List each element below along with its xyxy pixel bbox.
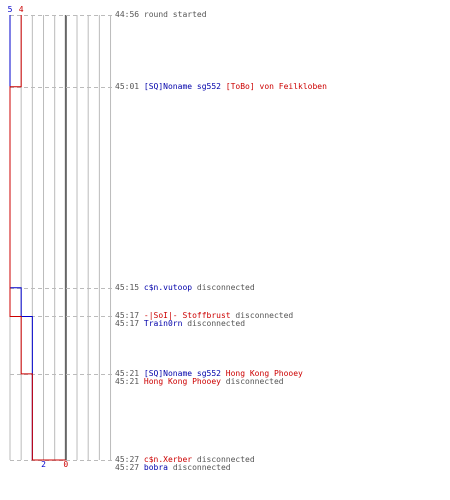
- event-text: disconnected: [168, 463, 231, 472]
- event-text: round started: [143, 10, 207, 19]
- player-name: -|SoI|- Stoffbrust: [143, 311, 231, 320]
- event-row: 45:27 bobra disconnected: [115, 464, 231, 472]
- team-line-0: [9, 15, 44, 461]
- event-row: 45:27 c$n.Xerber disconnected: [115, 456, 255, 464]
- event-time: 45:27: [115, 463, 144, 472]
- event-time: 45:21: [115, 377, 144, 386]
- end-count-label-1: 0: [63, 460, 68, 469]
- event-row: 45:15 c$n.vutoop disconnected: [115, 284, 255, 292]
- player-name: [SQ]Noname sg552: [143, 369, 221, 378]
- player-name: Hong Kong Phooey: [220, 369, 303, 378]
- player-name: [ToBo] von Feilkloben: [220, 82, 327, 91]
- player-name: Train0rn: [143, 319, 183, 328]
- start-count-label-0: 5: [8, 5, 13, 14]
- event-time: 45:01: [115, 82, 144, 91]
- event-text: disconnected: [192, 283, 255, 292]
- event-time: 45:27: [115, 455, 144, 464]
- player-name: [SQ]Noname sg552: [143, 82, 221, 91]
- player-name: bobra: [143, 463, 168, 472]
- event-row: 45:21 Hong Kong Phooey disconnected: [115, 378, 284, 386]
- event-row: 45:01 [SQ]Noname sg552 [ToBo] von Feilkl…: [115, 83, 327, 91]
- end-count-label-0: 2: [41, 460, 46, 469]
- event-row: 45:17 Train0rn disconnected: [115, 320, 245, 328]
- team-line-1: [9, 15, 66, 461]
- event-time: 45:15: [115, 283, 144, 292]
- event-text: disconnected: [182, 319, 246, 328]
- player-name: c$n.vutoop: [143, 283, 193, 292]
- event-row: 45:21 [SQ]Noname sg552 Hong Kong Phooey: [115, 370, 303, 378]
- event-text: disconnected: [192, 455, 255, 464]
- event-text: disconnected: [230, 311, 294, 320]
- event-time: 45:21: [115, 369, 144, 378]
- event-text: disconnected: [220, 377, 284, 386]
- player-name: c$n.Xerber: [143, 455, 193, 464]
- event-row: 44:56 round started: [115, 11, 207, 19]
- start-count-label-1: 4: [19, 5, 24, 14]
- event-row: 45:17 -|SoI|- Stoffbrust disconnected: [115, 312, 293, 320]
- event-time: 45:17: [115, 311, 144, 320]
- event-time: 45:17: [115, 319, 144, 328]
- event-time: 44:56: [115, 10, 144, 19]
- player-name: Hong Kong Phooey: [143, 377, 221, 386]
